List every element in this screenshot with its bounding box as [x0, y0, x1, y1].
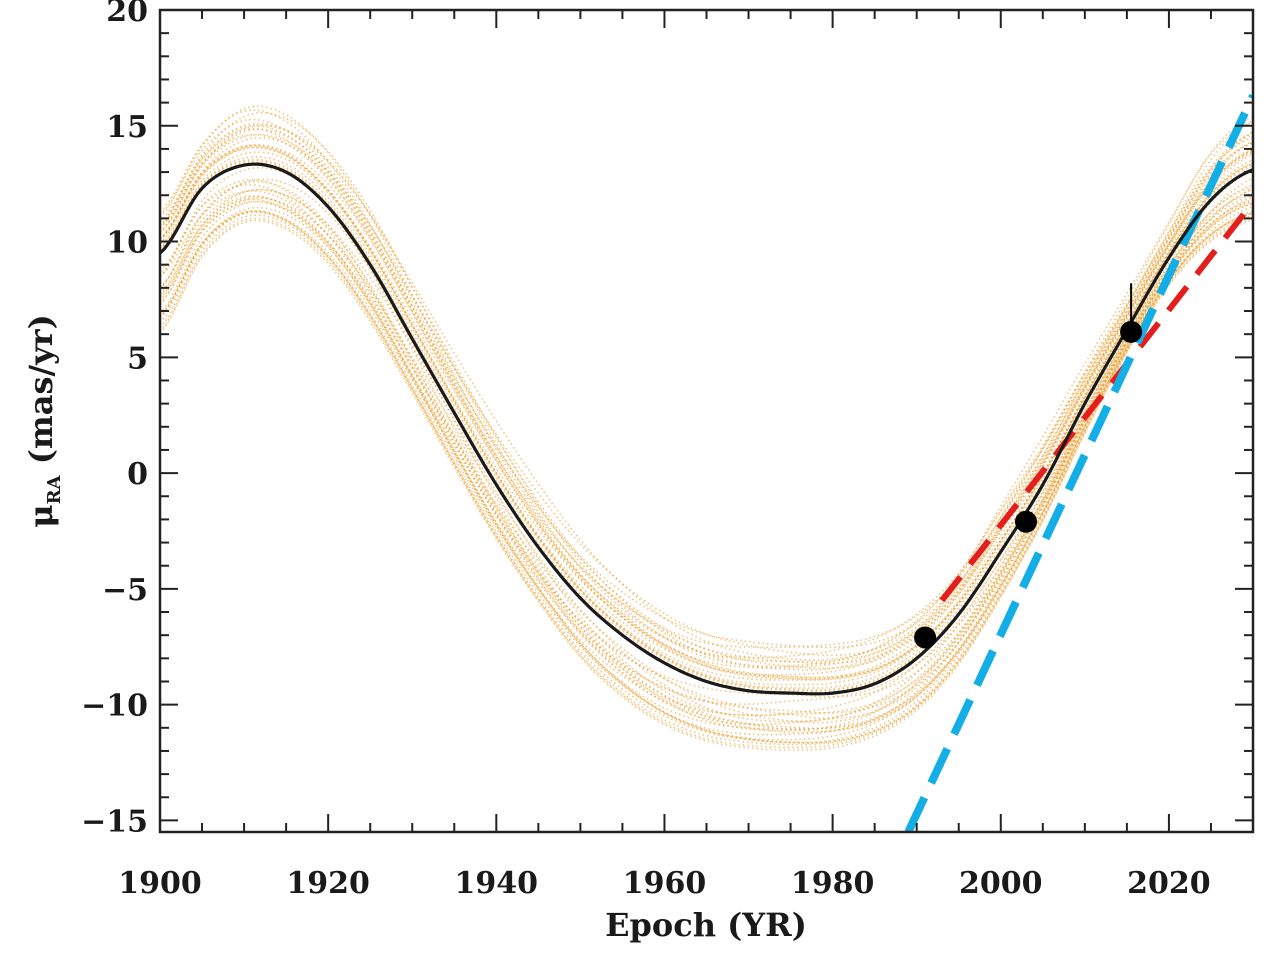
- x-tick-labels: 1900 1920 1940 1960 1980 2000 2020: [118, 866, 1210, 901]
- orbit-sample-curve: [160, 178, 1253, 720]
- measurement-points: [914, 283, 1143, 649]
- best-fit-line: [160, 162, 1253, 696]
- data-point: [1120, 320, 1143, 343]
- y-tick-label: 15: [106, 110, 148, 145]
- y-tick-label: 5: [127, 341, 148, 376]
- x-tick-label: 2000: [959, 866, 1043, 901]
- orbit-sample-curve: [160, 188, 1253, 716]
- y-tick-label: 10: [106, 226, 148, 261]
- x-tick-label: 1980: [791, 866, 875, 901]
- orbit-sample-curve: [160, 144, 1253, 680]
- y-tick-labels: −15 −10 −5 0 5 10 15 20: [81, 0, 148, 839]
- x-tick-label: 2020: [1127, 866, 1211, 901]
- x-tick-label: 1920: [286, 866, 370, 901]
- y-axis-symbol: μ: [22, 504, 60, 527]
- orbit-sample-curve: [160, 146, 1253, 681]
- best-fit-curve: [160, 162, 1253, 696]
- orbit-sample-curve: [160, 109, 1253, 649]
- y-tick-label: 0: [127, 457, 148, 492]
- y-tick-label: −15: [81, 804, 148, 839]
- orbit-sample-curve: [160, 210, 1253, 741]
- y-tick-label: 20: [106, 0, 148, 29]
- orbit-sample-curve: [160, 211, 1253, 744]
- y-tick-label: −10: [81, 689, 148, 724]
- orbit-sample-curve: [160, 177, 1253, 705]
- orbit-sample-curve: [160, 136, 1253, 676]
- orbit-sample-curve: [160, 198, 1253, 734]
- y-axis-unit: (mas/yr): [22, 314, 60, 475]
- orbit-sample-curve: [160, 195, 1253, 730]
- orbit-sample-curve: [160, 188, 1253, 717]
- x-axis-title: Epoch (YR): [605, 906, 807, 944]
- orbit-sample-curve: [160, 124, 1253, 663]
- orbit-sample-curve: [160, 180, 1253, 714]
- data-point: [914, 626, 937, 649]
- orbit-sample-curve: [160, 200, 1253, 732]
- axis-ticks: [159, 9, 1254, 832]
- y-axis-subscript: RA: [44, 474, 65, 504]
- x-tick-label: 1940: [455, 866, 539, 901]
- orbit-sample-curves: [160, 105, 1253, 751]
- x-tick-label: 1960: [623, 866, 707, 901]
- red-tangent-line: [939, 200, 1253, 603]
- y-axis-title: μRA (mas/yr): [22, 314, 65, 528]
- orbit-sample-curve: [160, 115, 1253, 657]
- x-tick-label: 1900: [118, 866, 202, 901]
- data-point: [1014, 510, 1037, 533]
- orbit-sample-curve: [160, 210, 1253, 744]
- orbit-sample-curve: [160, 190, 1253, 723]
- orbit-sample-curve: [160, 155, 1253, 689]
- y-tick-label: −5: [102, 573, 148, 608]
